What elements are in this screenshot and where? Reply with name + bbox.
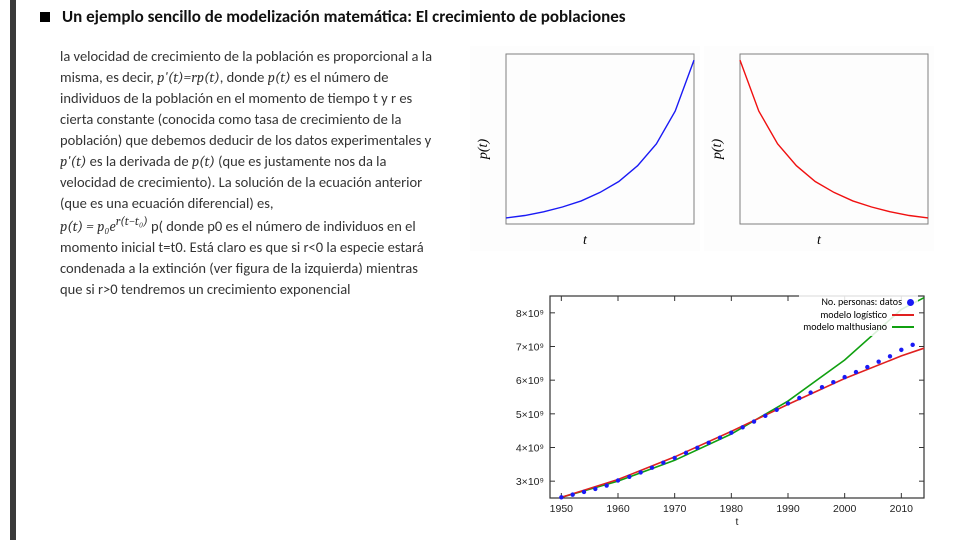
- legend-label: modelo malthusiano: [803, 321, 887, 334]
- legend-label: No. personas: datos: [821, 296, 902, 309]
- y-axis-label: p(t): [710, 138, 726, 158]
- legend-dot-icon: [907, 299, 914, 306]
- population-chart: 3×10⁹ 4×10⁹ 5×10⁹ 6×10⁹ 7×10⁹ 8×10⁹ 1950 1960 19…: [492, 288, 932, 526]
- svg-text:2000: 2000: [833, 503, 857, 515]
- equation: p'(t): [60, 153, 86, 170]
- growth-chart: p(t) t: [470, 46, 700, 251]
- equation: p(t): [268, 69, 291, 86]
- text-frag: , donde: [220, 68, 268, 86]
- legend-line-icon: [892, 326, 914, 328]
- x-axis-label: t: [583, 233, 587, 249]
- slide-accent-bar: [10, 0, 16, 540]
- svg-text:4×10⁹: 4×10⁹: [516, 443, 544, 455]
- legend-line-icon: [892, 314, 914, 316]
- bullet-icon: [40, 12, 50, 22]
- svg-text:3×10⁹: 3×10⁹: [516, 476, 544, 488]
- equation: p(t): [192, 153, 215, 170]
- slide-title: Un ejemplo sencillo de modelización mate…: [62, 6, 626, 27]
- equation: p(t) = p₀er(t−t₀): [60, 218, 148, 235]
- svg-text:1990: 1990: [776, 503, 800, 515]
- equation: p'(t)=rp(t): [157, 69, 220, 86]
- svg-text:5×10⁹: 5×10⁹: [516, 409, 544, 421]
- svg-text:6×10⁹: 6×10⁹: [516, 375, 544, 387]
- chart-legend: No. personas: datos modelo logístico mod…: [799, 294, 918, 336]
- svg-text:1980: 1980: [720, 503, 744, 515]
- svg-text:2010: 2010: [890, 503, 914, 515]
- x-axis-label: t: [817, 233, 821, 249]
- svg-text:t: t: [736, 516, 739, 526]
- body-paragraph: la velocidad de crecimiento de la poblac…: [60, 46, 440, 300]
- text-frag: es la derivada de: [86, 152, 191, 170]
- svg-text:7×10⁹: 7×10⁹: [516, 342, 544, 354]
- title-row: Un ejemplo sencillo de modelización mate…: [40, 6, 626, 27]
- svg-text:1970: 1970: [663, 503, 687, 515]
- decay-chart: p(t) t: [704, 46, 934, 251]
- svg-text:1950: 1950: [550, 503, 574, 515]
- legend-item: modelo malthusiano: [803, 321, 914, 334]
- svg-text:1960: 1960: [606, 503, 630, 515]
- top-charts-row: p(t) t p(t) t: [470, 46, 934, 251]
- legend-item: No. personas: datos: [803, 296, 914, 309]
- y-axis-label: p(t): [476, 138, 492, 158]
- svg-text:8×10⁹: 8×10⁹: [516, 308, 544, 320]
